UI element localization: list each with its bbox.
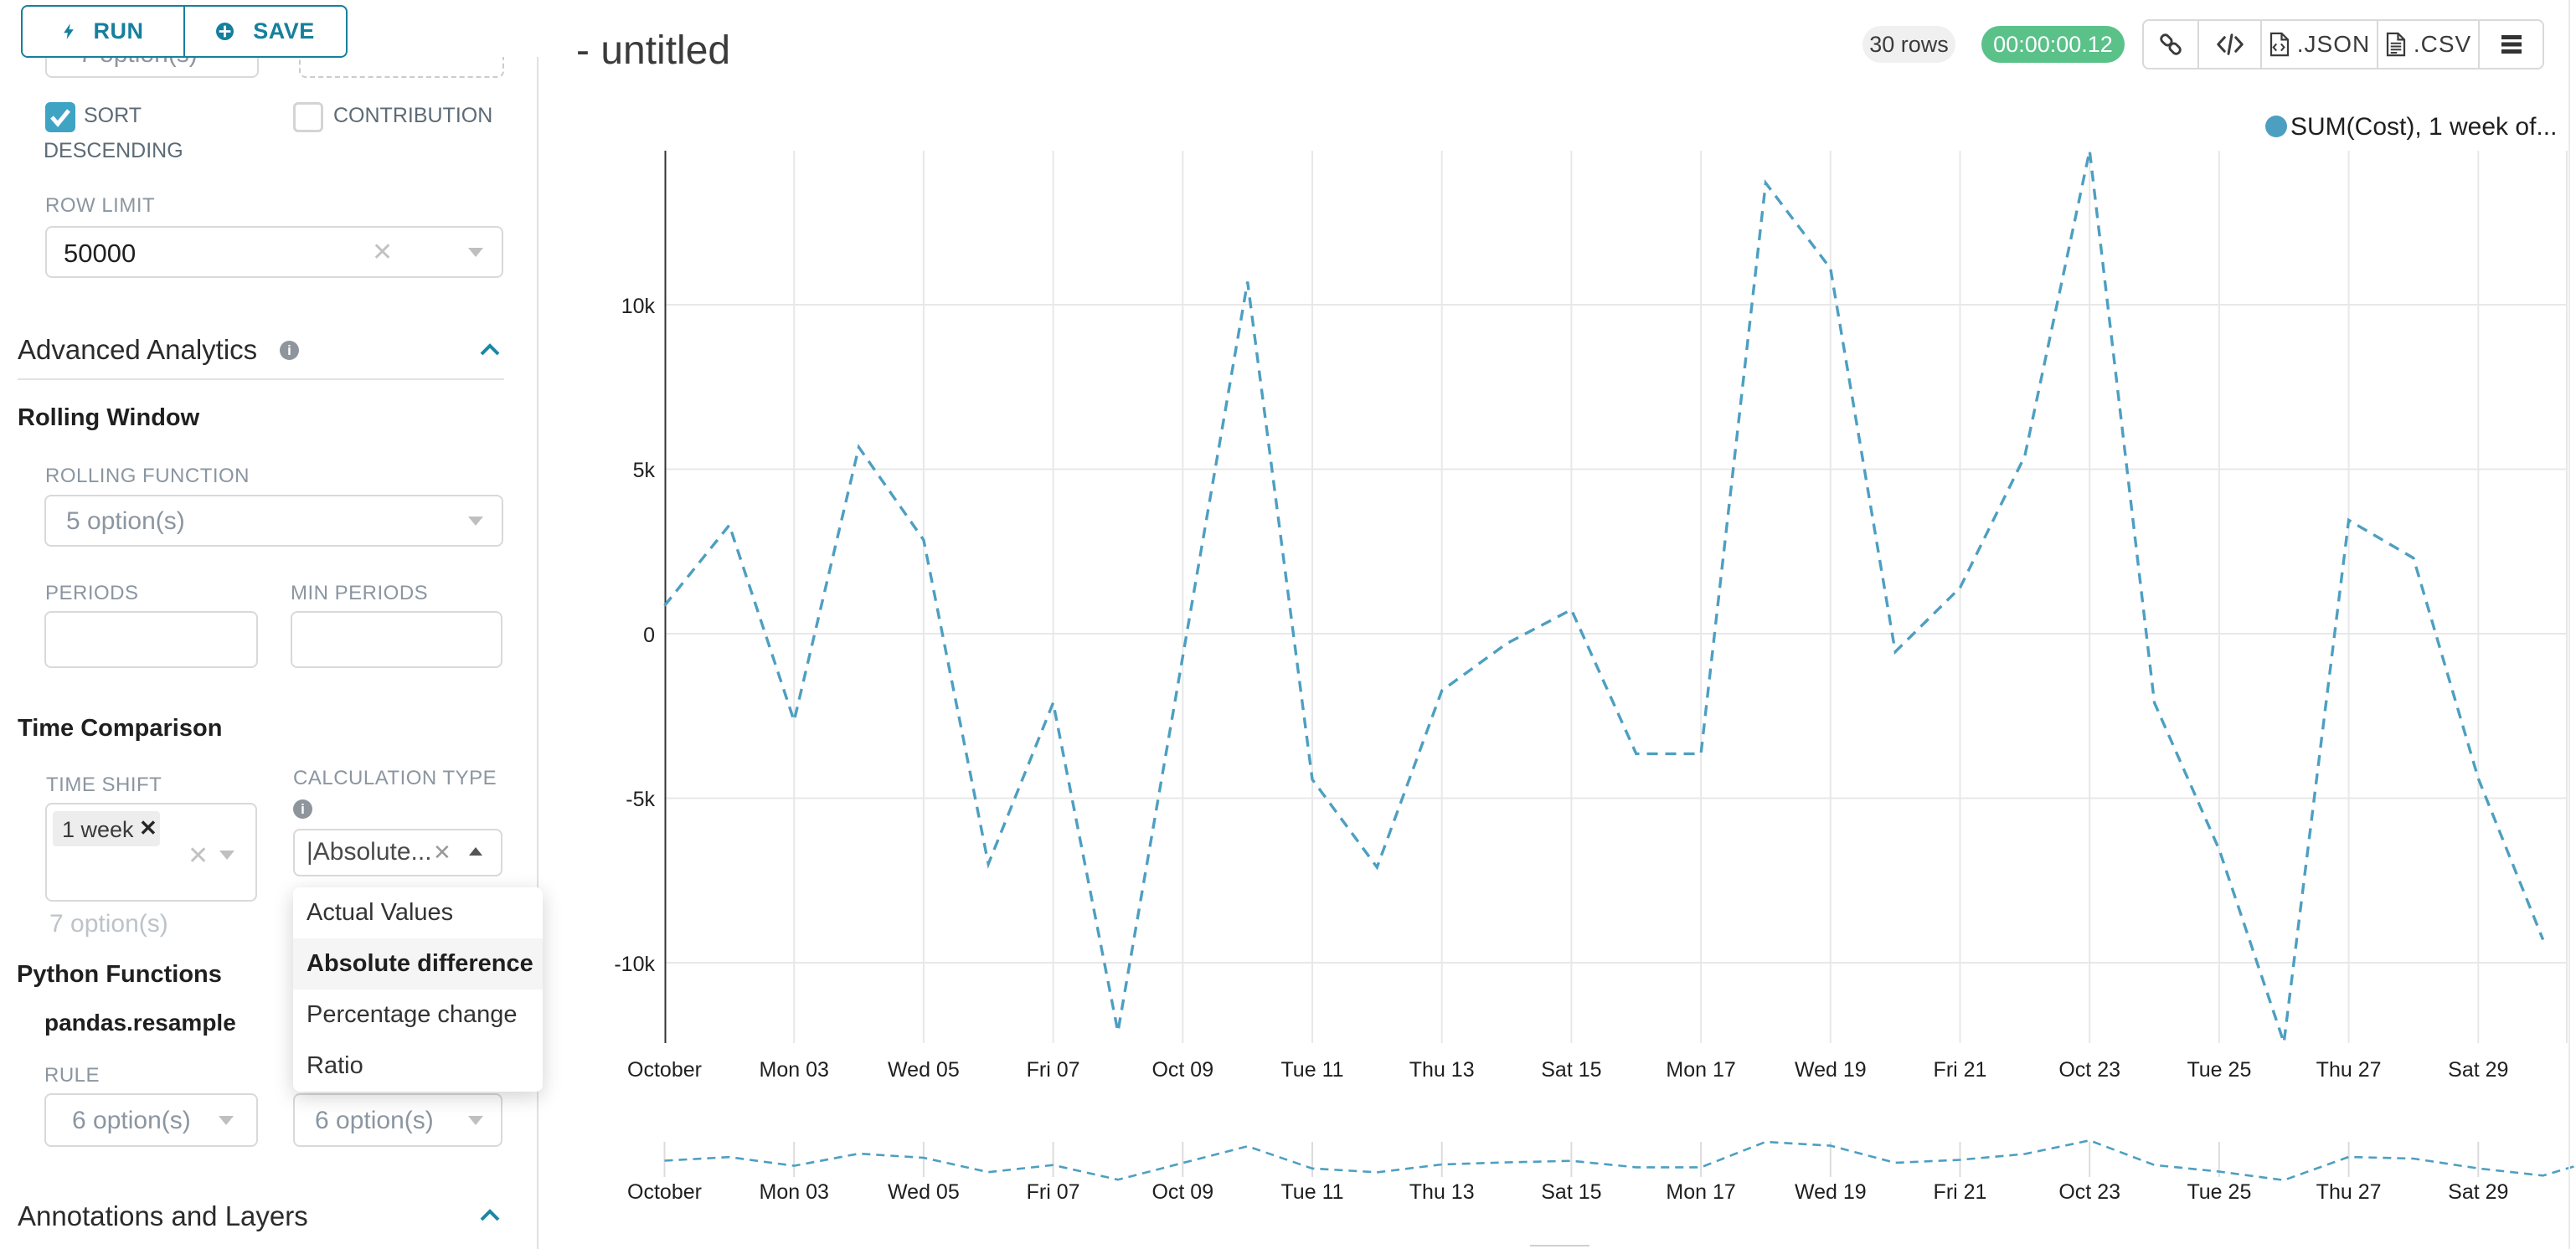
svg-text:Fri 07: Fri 07 (1027, 1058, 1080, 1082)
svg-text:-5k: -5k (626, 788, 655, 811)
svg-text:Sat 15: Sat 15 (1541, 1058, 1601, 1082)
svg-text:Wed 05: Wed 05 (888, 1058, 960, 1082)
svg-text:Mon 03: Mon 03 (760, 1058, 829, 1082)
svg-text:Oct 09: Oct 09 (1151, 1058, 1213, 1082)
svg-text:Fri 21: Fri 21 (1934, 1180, 1987, 1204)
svg-text:5k: 5k (633, 459, 656, 482)
svg-text:Oct 09: Oct 09 (1151, 1180, 1213, 1204)
svg-text:Mon 03: Mon 03 (760, 1180, 829, 1204)
svg-text:October: October (627, 1180, 702, 1204)
svg-text:Wed 19: Wed 19 (1795, 1180, 1867, 1204)
svg-text:Tue 25: Tue 25 (2187, 1180, 2251, 1204)
svg-text:Fri 07: Fri 07 (1027, 1180, 1080, 1204)
svg-text:-10k: -10k (614, 953, 655, 976)
svg-text:Fri 21: Fri 21 (1934, 1058, 1987, 1082)
svg-text:Thu 27: Thu 27 (2316, 1058, 2382, 1082)
svg-text:Tue 11: Tue 11 (1280, 1180, 1343, 1204)
svg-text:Tue 11: Tue 11 (1280, 1058, 1343, 1082)
svg-text:Wed 19: Wed 19 (1795, 1058, 1867, 1082)
svg-text:Mon 17: Mon 17 (1666, 1058, 1735, 1082)
svg-text:10k: 10k (621, 295, 656, 318)
svg-text:Oct 23: Oct 23 (2058, 1180, 2120, 1204)
svg-text:SUM(Cost), 1 week of...: SUM(Cost), 1 week of... (2290, 113, 2557, 141)
svg-text:0: 0 (643, 624, 655, 647)
svg-text:Sat 29: Sat 29 (2448, 1058, 2508, 1082)
svg-text:Wed 05: Wed 05 (888, 1180, 960, 1204)
svg-text:Sat 29: Sat 29 (2448, 1180, 2508, 1204)
svg-text:Mon 17: Mon 17 (1666, 1180, 1735, 1204)
svg-text:Thu 27: Thu 27 (2316, 1180, 2382, 1204)
svg-text:October: October (627, 1058, 702, 1082)
svg-text:Thu 13: Thu 13 (1409, 1058, 1475, 1082)
svg-text:Thu 13: Thu 13 (1409, 1180, 1475, 1204)
svg-text:Tue 25: Tue 25 (2187, 1058, 2251, 1082)
svg-text:Sat 15: Sat 15 (1541, 1180, 1601, 1204)
svg-text:Oct 23: Oct 23 (2058, 1058, 2120, 1082)
